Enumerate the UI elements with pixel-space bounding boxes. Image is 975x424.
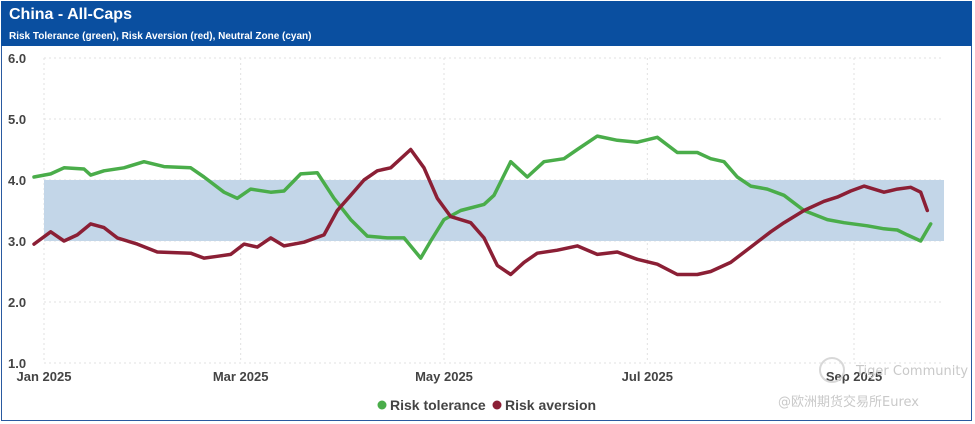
series-line-tolerance bbox=[32, 134, 933, 260]
series-lines bbox=[32, 134, 933, 277]
watermark-brand: Tiger Community bbox=[855, 364, 968, 379]
y-tick-label: 1.0 bbox=[8, 356, 26, 371]
legend: Risk tolerance Risk aversion bbox=[377, 397, 597, 413]
legend-label-aversion: Risk aversion bbox=[505, 397, 596, 413]
x-tick-label: May 2025 bbox=[415, 369, 473, 384]
y-tick-label: 5.0 bbox=[8, 112, 26, 127]
legend-marker-aversion bbox=[492, 400, 502, 410]
legend-item-aversion[interactable]: Risk aversion bbox=[492, 397, 597, 413]
series-line-aversion bbox=[32, 147, 930, 277]
watermark: Tiger Community @欧洲期货交易所Eurex bbox=[778, 357, 968, 410]
x-axis-ticks: Jan 2025 Mar 2025 May 2025 Jul 2025 Sep 2025 bbox=[17, 369, 883, 384]
tiger-logo-icon bbox=[819, 357, 845, 383]
neutral-zone-band bbox=[44, 180, 944, 241]
chart-header: China - All-Caps Risk Tolerance (green),… bbox=[1, 1, 972, 46]
chart-title: China - All-Caps bbox=[9, 6, 132, 23]
legend-item-tolerance[interactable]: Risk tolerance bbox=[377, 397, 486, 413]
legend-label-tolerance: Risk tolerance bbox=[390, 397, 486, 413]
y-tick-label: 6.0 bbox=[8, 51, 26, 66]
x-tick-label: Mar 2025 bbox=[213, 369, 269, 384]
y-axis-ticks: 6.0 5.0 4.0 3.0 2.0 1.0 bbox=[8, 51, 26, 371]
x-tick-label: Jul 2025 bbox=[622, 369, 673, 384]
watermark-source: @欧洲期货交易所Eurex bbox=[778, 394, 919, 410]
y-tick-label: 3.0 bbox=[8, 234, 26, 249]
chart-subtitle: Risk Tolerance (green), Risk Aversion (r… bbox=[9, 31, 312, 42]
x-tick-label: Jan 2025 bbox=[17, 369, 72, 384]
y-tick-label: 4.0 bbox=[8, 173, 26, 188]
y-tick-label: 2.0 bbox=[8, 295, 26, 310]
legend-marker-tolerance bbox=[377, 400, 387, 410]
